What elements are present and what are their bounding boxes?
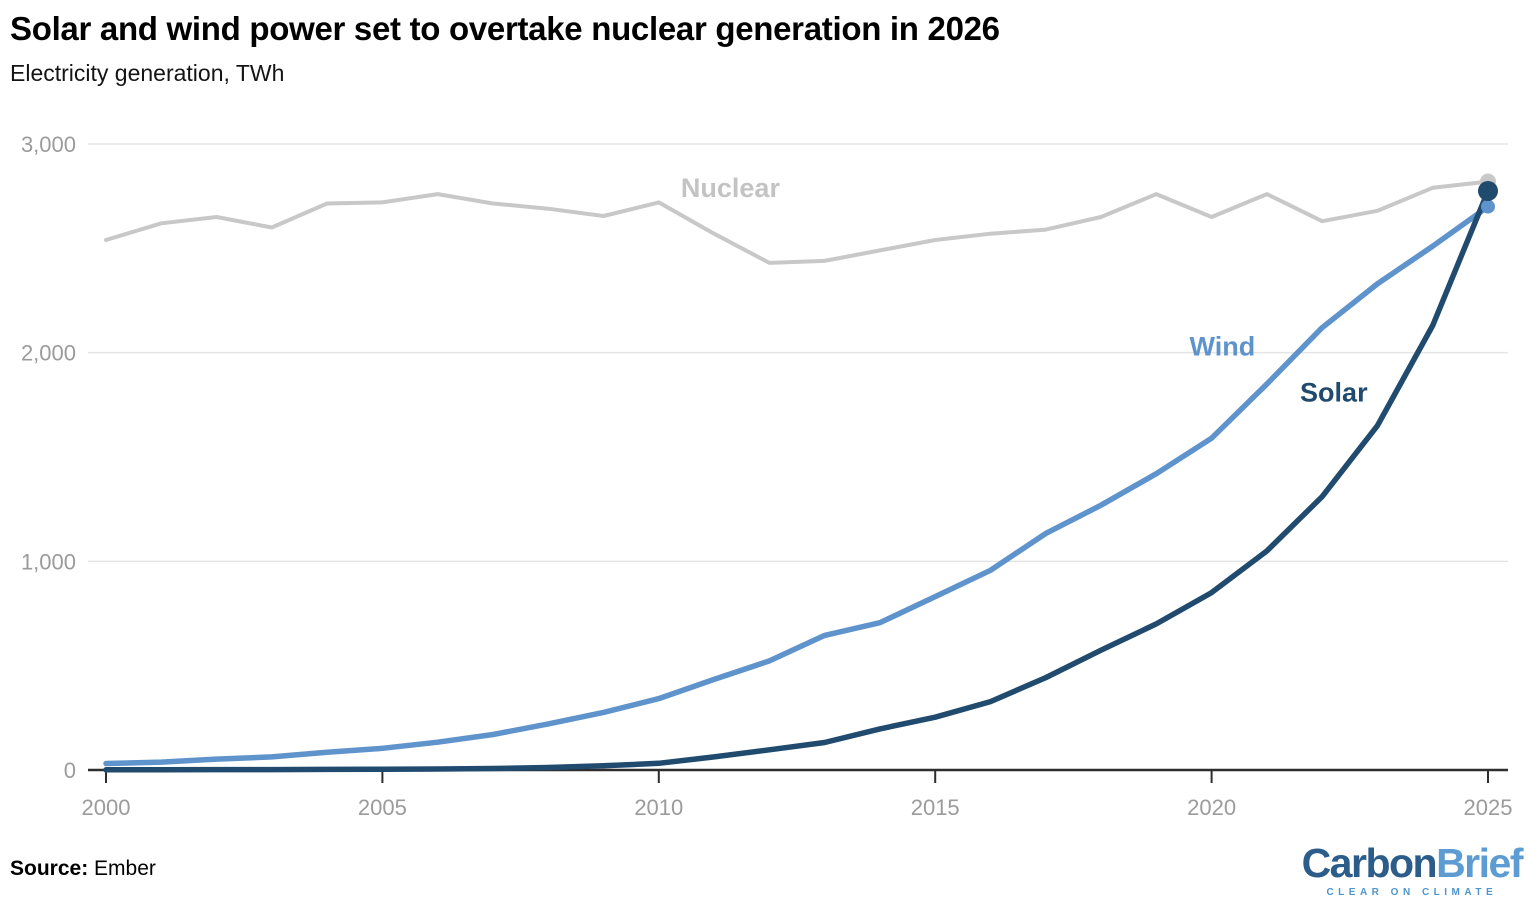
y-tick-label: 1,000 — [21, 549, 76, 574]
x-tick-label: 2025 — [1464, 795, 1513, 820]
x-tick-label: 2005 — [358, 795, 407, 820]
y-tick-label: 0 — [64, 758, 76, 783]
series-label-nuclear: Nuclear — [681, 173, 781, 203]
source-label: Source: — [10, 857, 89, 880]
carbonbrief-logo: CarbonBrief CLEAR ON CLIMATE — [1301, 840, 1524, 898]
y-tick-label: 2,000 — [21, 341, 76, 366]
series-line-solar — [103, 188, 1491, 773]
series-end-dot-wind — [1481, 199, 1495, 214]
y-tick-label: 3,000 — [21, 132, 76, 157]
series-line-nuclear — [104, 179, 1490, 265]
carbonbrief-wordmark: CarbonBrief — [1301, 840, 1524, 886]
source-value: Ember — [94, 857, 156, 880]
x-tick-label: 2000 — [82, 795, 131, 820]
x-tick-label: 2010 — [634, 795, 683, 820]
series-line-wind — [103, 203, 1491, 767]
logo-brief-text: Brief — [1436, 840, 1523, 886]
page-title: Solar and wind power set to overtake nuc… — [10, 10, 1000, 47]
source-note: Source: Ember — [10, 857, 156, 881]
series-label-solar: Solar — [1300, 377, 1368, 407]
page-subtitle: Electricity generation, TWh — [10, 60, 285, 86]
logo-carbon-text: Carbon — [1301, 840, 1438, 886]
logo-tagline: CLEAR ON CLIMATE — [1326, 887, 1498, 898]
x-tick-label: 2020 — [1187, 795, 1236, 820]
series-end-dot-solar — [1478, 180, 1498, 201]
x-tick-label: 2015 — [911, 795, 960, 820]
series-label-wind: Wind — [1189, 331, 1255, 361]
